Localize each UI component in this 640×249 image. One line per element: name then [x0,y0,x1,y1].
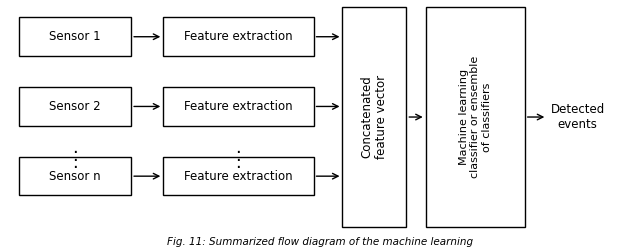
Text: ⋅: ⋅ [236,159,241,177]
Text: Detected
events: Detected events [550,103,605,131]
Text: Sensor 2: Sensor 2 [49,100,101,113]
Bar [19,87,131,126]
Text: Fig. 11: Summarized flow diagram of the machine learning: Fig. 11: Summarized flow diagram of the … [167,237,473,247]
Text: ⋅: ⋅ [236,144,241,162]
Text: Feature extraction: Feature extraction [184,170,292,183]
Text: ⋅: ⋅ [72,152,78,170]
Bar [342,7,406,227]
Text: Sensor n: Sensor n [49,170,101,183]
Bar [163,87,314,126]
Bar [163,157,314,195]
Bar [163,17,314,56]
Bar [426,7,525,227]
Text: Feature extraction: Feature extraction [184,100,292,113]
Text: ⋅: ⋅ [72,144,78,162]
Text: Sensor 1: Sensor 1 [49,30,101,43]
Text: Feature extraction: Feature extraction [184,30,292,43]
Bar [19,157,131,195]
Bar [19,17,131,56]
Text: Machine learning
classifier or ensemble
of classifiers: Machine learning classifier or ensemble … [459,56,492,178]
Text: Concatenated
feature vector: Concatenated feature vector [360,75,388,159]
Text: ⋅: ⋅ [72,159,78,177]
Text: ⋅: ⋅ [236,152,241,170]
